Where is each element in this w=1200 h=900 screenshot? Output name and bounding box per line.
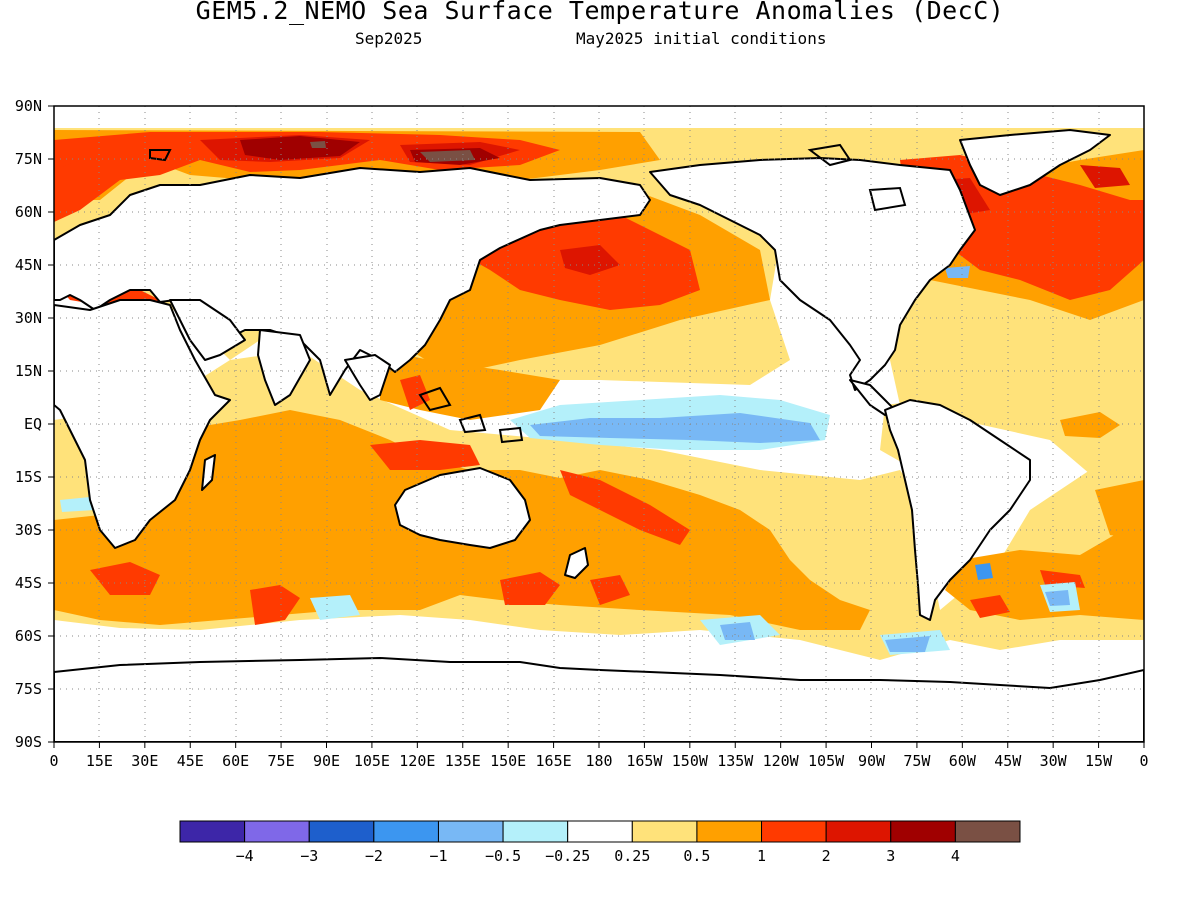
anomaly-field — [54, 106, 1144, 742]
colorbar-label: 4 — [951, 847, 960, 865]
longitude-label: 135E — [445, 752, 481, 770]
longitude-label: 45W — [994, 752, 1022, 770]
anomaly-shading-blue — [975, 563, 993, 580]
longitude-labels: 0 15E 30E 45E 60E 75E 90E 105E 120E 135E 150E 165E 1… — [49, 752, 1148, 770]
longitude-label: 150W — [672, 752, 709, 770]
colorbar-label: −0.25 — [545, 847, 590, 865]
latitude-label: 30N — [15, 309, 42, 327]
longitude-label: 105W — [808, 752, 845, 770]
map-title: GEM5.2_NEMO Sea Surface Temperature Anom… — [195, 0, 1005, 25]
africa — [54, 299, 231, 549]
colorbar-swatch — [437, 820, 504, 843]
north-america — [649, 157, 976, 391]
eurasia-africa — [54, 167, 651, 396]
latitude-label: 90N — [15, 97, 42, 115]
colorbar-label: −0.5 — [485, 847, 521, 865]
latitude-label: 30S — [15, 521, 42, 539]
colorbar-swatch — [179, 820, 246, 843]
longitude-label: 45E — [177, 752, 204, 770]
longitude-label: 135W — [717, 752, 754, 770]
latitude-label: 75N — [15, 150, 42, 168]
colorbar-label: −2 — [365, 847, 383, 865]
longitude-label: 0 — [49, 752, 58, 770]
longitude-label: 75W — [903, 752, 931, 770]
colorbar-swatch — [631, 820, 698, 843]
longitude-label: 60W — [949, 752, 977, 770]
colorbar-label: 3 — [886, 847, 895, 865]
indochina — [344, 354, 391, 401]
latitude-label: 15N — [15, 362, 42, 380]
latitude-label: 15S — [15, 468, 42, 486]
latitude-label: 45N — [15, 256, 42, 274]
longitude-label: 90W — [858, 752, 886, 770]
colorbar-swatch — [373, 820, 439, 843]
greenland — [959, 129, 1111, 196]
longitude-label: 75E — [268, 752, 295, 770]
colorbar: −4 −3 −2 −1 −0.5 −0.25 0.25 0.5 1 2 3 4 — [179, 820, 1021, 865]
longitude-label: 150E — [490, 752, 526, 770]
colorbar-label: 2 — [822, 847, 831, 865]
colorbar-swatch — [502, 820, 569, 843]
longitude-label: 0 — [1139, 752, 1148, 770]
longitude-label: 120E — [399, 752, 435, 770]
colorbar-label: 1 — [757, 847, 766, 865]
colorbar-swatch — [890, 820, 956, 843]
longitude-label: 60E — [222, 752, 249, 770]
colorbar-swatch — [308, 820, 375, 843]
latitude-label: 60S — [15, 627, 42, 645]
latitude-label: 75S — [15, 680, 42, 698]
longitude-label: 120W — [763, 752, 800, 770]
latitude-label: EQ — [24, 415, 42, 433]
tick-marks — [48, 105, 1145, 748]
grid-lines — [54, 106, 1144, 742]
longitude-label: 30E — [131, 752, 158, 770]
india — [257, 329, 311, 406]
longitude-label: 30W — [1040, 752, 1068, 770]
anomaly-shading-brown — [310, 141, 475, 162]
longitude-label: 15E — [86, 752, 113, 770]
arabia — [169, 299, 246, 361]
anomaly-shading-light-blue — [530, 266, 1070, 652]
longitude-label: 105E — [354, 752, 390, 770]
island-outlines — [149, 143, 907, 444]
longitude-label: 15W — [1085, 752, 1113, 770]
colorbar-label: 0.25 — [614, 847, 650, 865]
colorbar-label: −3 — [300, 847, 318, 865]
longitude-label: 165W — [626, 752, 663, 770]
new-zealand — [564, 547, 589, 579]
south-america — [884, 399, 1031, 621]
latitude-label: 60N — [15, 203, 42, 221]
longitude-label: 90E — [313, 752, 340, 770]
colorbar-swatch — [761, 820, 827, 843]
colorbar-swatch — [825, 820, 892, 843]
colorbar-swatch — [696, 820, 763, 843]
colorbar-swatch — [954, 820, 1021, 843]
latitude-labels: 90N 75N 60N 45N 30N 15N EQ 15S 30S 45S 60S 75S 90S — [15, 97, 42, 751]
forecast-month: Sep2025 — [355, 29, 423, 48]
latitude-label: 45S — [15, 574, 42, 592]
colorbar-swatch — [244, 820, 310, 843]
latitude-label: 90S — [15, 733, 42, 751]
colorbar-label: −4 — [236, 847, 254, 865]
initial-conditions: May2025 initial conditions — [576, 29, 827, 48]
longitude-label: 165E — [536, 752, 572, 770]
madagascar — [201, 454, 216, 491]
colorbar-swatch — [567, 820, 633, 843]
colorbar-label: 0.5 — [683, 847, 710, 865]
colorbar-label: −1 — [429, 847, 447, 865]
longitude-label: 180 — [585, 752, 612, 770]
